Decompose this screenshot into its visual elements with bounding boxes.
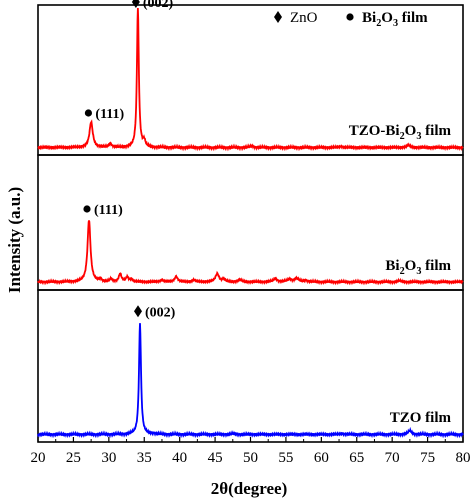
x-tick-label: 30 [101, 450, 116, 466]
zno-marker [134, 305, 142, 318]
panel-2: (111) Bi2O3 film [37, 154, 464, 291]
peak-label: (111) [94, 203, 123, 218]
legend-zno-marker [274, 11, 282, 23]
legend: ZnO Bi2O3 film [274, 10, 428, 29]
peak-label: (002) [143, 0, 174, 11]
zno-marker [131, 0, 140, 8]
panel-3: (002) TZO film [37, 289, 464, 443]
x-tick-label: 75 [420, 450, 435, 466]
x-tick-label: 50 [243, 450, 258, 466]
x-tick-label: 65 [349, 450, 364, 466]
x-axis-label: 2θ(degree) [211, 479, 288, 498]
peak-label: (111) [95, 107, 124, 122]
series-label: TZO film [390, 410, 452, 426]
legend-bi2o3-marker [346, 13, 354, 21]
peak-label: (002) [145, 305, 176, 320]
chart-panels: (111)(002)TZO-Bi2O3 film(111)Bi2O3 film(… [37, 0, 464, 443]
x-tick-label: 70 [385, 450, 400, 466]
x-tick-label: 20 [31, 450, 46, 466]
y-axis-label: Intensity (a.u.) [5, 187, 24, 293]
legend-zno-label: ZnO [290, 10, 318, 26]
x-tick-label: 80 [456, 450, 471, 466]
x-tick-label: 55 [278, 450, 293, 466]
pattern-line [37, 8, 464, 152]
x-tick-label: 25 [66, 450, 81, 466]
bi2o3-marker [83, 205, 91, 213]
pattern-line [37, 323, 464, 439]
series-label: TZO-Bi2O3 film [349, 123, 452, 142]
pattern-line [37, 220, 464, 286]
x-tick-label: 45 [208, 450, 223, 466]
legend-bi2o3-label: Bi2O3 film [362, 10, 428, 29]
x-tick-label: 60 [314, 450, 329, 466]
series-label: Bi2O3 film [385, 258, 451, 277]
x-tick-label: 35 [137, 450, 152, 466]
x-tick-label: 40 [172, 450, 187, 466]
x-axis: 20 25 30 35 40 45 50 55 60 65 70 75 80 [31, 437, 471, 466]
bi2o3-marker [84, 109, 93, 117]
